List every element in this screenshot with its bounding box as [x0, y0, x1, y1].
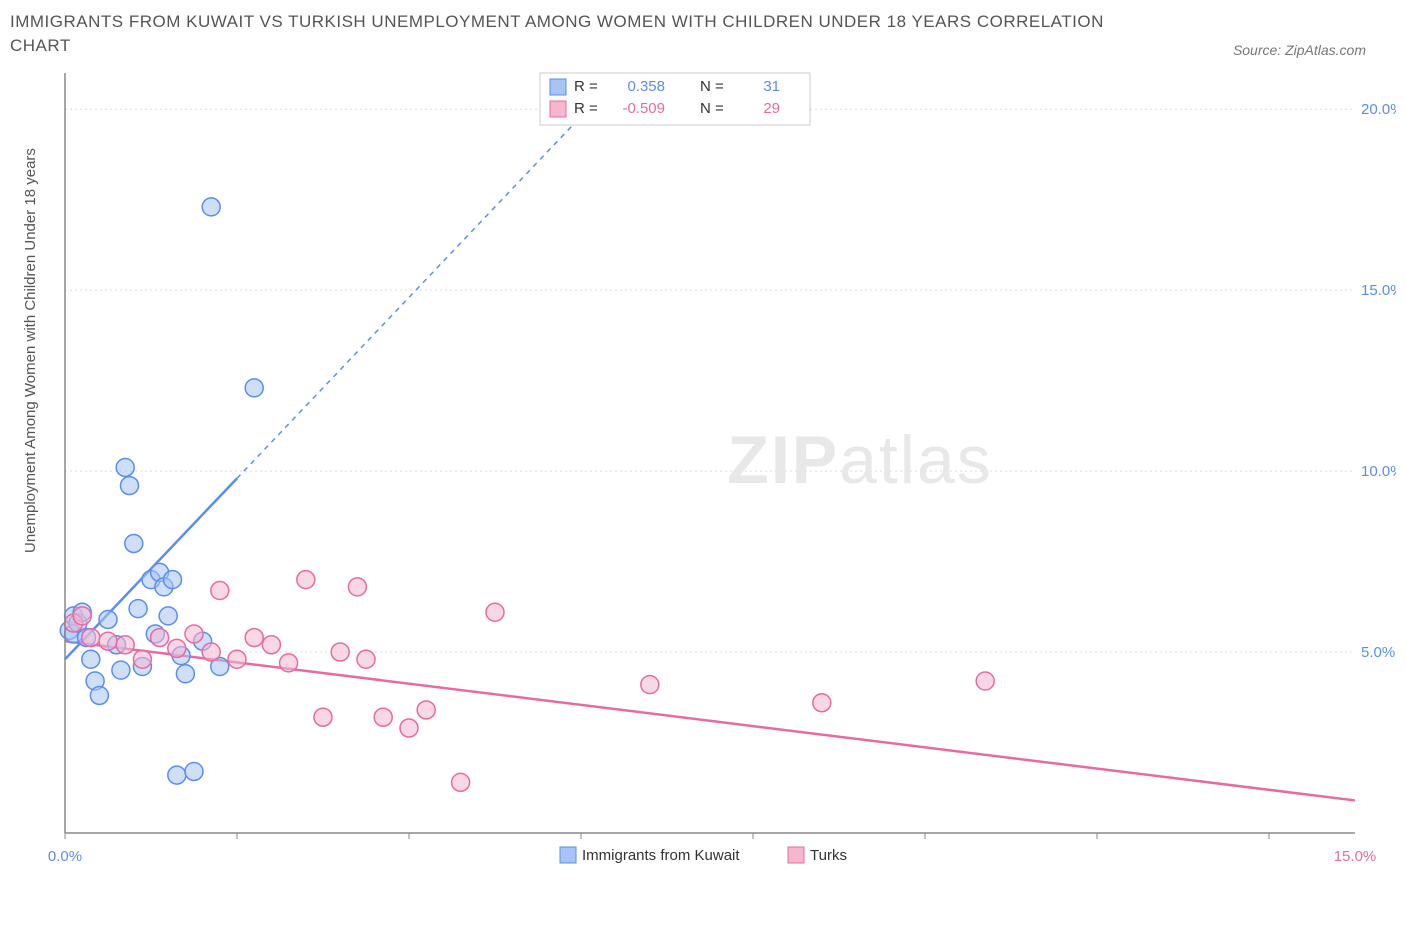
point-turks — [314, 708, 332, 726]
point-turks — [151, 628, 169, 646]
y-tick-label: 5.0% — [1361, 644, 1395, 661]
point-kuwait — [116, 458, 134, 476]
point-turks — [452, 773, 470, 791]
legend-n-label: N = — [700, 78, 724, 95]
point-turks — [280, 653, 298, 671]
point-turks — [297, 570, 315, 588]
point-turks — [185, 625, 203, 643]
point-turks — [133, 650, 151, 668]
point-turks — [73, 606, 91, 624]
point-turks — [211, 581, 229, 599]
point-turks — [348, 577, 366, 595]
point-kuwait — [168, 766, 186, 784]
legend-r-label: R = — [574, 78, 598, 95]
y-axis-title: Unemployment Among Women with Children U… — [22, 148, 39, 553]
point-kuwait — [90, 686, 108, 704]
point-turks — [813, 693, 831, 711]
bottom-legend-label: Turks — [810, 847, 847, 864]
point-turks — [976, 672, 994, 690]
legend-r-value: 0.358 — [627, 78, 665, 95]
point-kuwait — [245, 378, 263, 396]
point-kuwait — [112, 661, 130, 679]
point-turks — [417, 701, 435, 719]
bottom-legend-swatch — [788, 847, 804, 863]
y-tick-label: 15.0% — [1361, 282, 1396, 299]
point-turks — [82, 628, 100, 646]
point-turks — [400, 719, 418, 737]
y-tick-label: 20.0% — [1361, 101, 1396, 118]
regression-line-turks — [65, 641, 1355, 800]
point-kuwait — [129, 599, 147, 617]
chart-title: IMMIGRANTS FROM KUWAIT VS TURKISH UNEMPL… — [10, 10, 1110, 58]
bottom-legend-label: Immigrants from Kuwait — [582, 847, 740, 864]
watermark: ZIPatlas — [727, 422, 992, 498]
point-turks — [486, 603, 504, 621]
point-turks — [168, 639, 186, 657]
legend-n-label: N = — [700, 100, 724, 117]
legend-r-label: R = — [574, 100, 598, 117]
point-kuwait — [159, 606, 177, 624]
legend-r-value: -0.509 — [622, 100, 665, 117]
legend-n-value: 29 — [763, 100, 780, 117]
point-kuwait — [99, 610, 117, 628]
point-turks — [374, 708, 392, 726]
point-turks — [202, 643, 220, 661]
scatter-chart: 5.0% 10.0% 15.0% 20.0% ZIPatlas 0.0% 15.0% Unem… — [10, 63, 1396, 883]
legend-n-value: 31 — [763, 78, 780, 95]
bottom-legend-swatch — [560, 847, 576, 863]
y-tick-label: 10.0% — [1361, 463, 1396, 480]
point-kuwait — [176, 664, 194, 682]
x-tick-label: 0.0% — [48, 848, 82, 865]
point-turks — [331, 643, 349, 661]
point-turks — [116, 635, 134, 653]
point-turks — [99, 632, 117, 650]
source-attribution: Source: ZipAtlas.com — [1233, 42, 1396, 58]
point-kuwait — [121, 476, 139, 494]
point-turks — [262, 635, 280, 653]
point-kuwait — [185, 762, 203, 780]
x-tick-label: 15.0% — [1334, 848, 1377, 865]
point-kuwait — [125, 534, 143, 552]
point-kuwait — [164, 570, 182, 588]
point-turks — [228, 650, 246, 668]
regression-dash-kuwait — [237, 116, 581, 478]
point-turks — [357, 650, 375, 668]
point-kuwait — [82, 650, 100, 668]
point-kuwait — [202, 197, 220, 215]
point-turks — [641, 675, 659, 693]
legend-swatch-kuwait — [550, 79, 566, 95]
legend-swatch-turks — [550, 101, 566, 117]
point-turks — [245, 628, 263, 646]
